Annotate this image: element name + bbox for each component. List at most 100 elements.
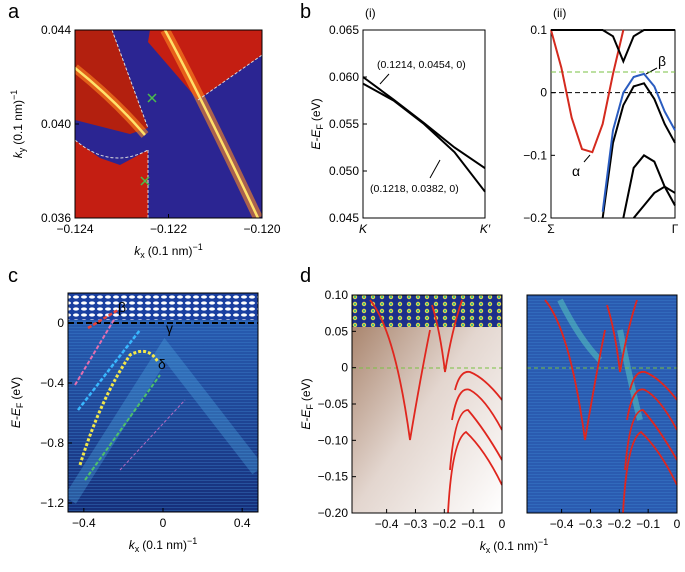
x-tick-label: 0.4 [234, 516, 251, 530]
band-line [551, 29, 675, 64]
annotation: α [572, 163, 580, 179]
axis-label-part: x [486, 545, 491, 555]
axis-label-part: k [480, 539, 487, 553]
axis-label-part: x [140, 250, 145, 260]
band-line [601, 82, 676, 219]
panel-letter: d [300, 265, 311, 287]
x-tick-label: −0.2 [432, 517, 456, 531]
axis-label-part: k [129, 538, 136, 552]
axis-label-part: k [11, 151, 25, 158]
x-tick-label: 0 [499, 517, 506, 531]
annotation: δ [158, 356, 166, 372]
axis-label: E-EF (eV) [309, 98, 325, 149]
x-tick-label: −0.124 [56, 222, 93, 236]
x-tick-label: 0 [160, 516, 167, 530]
x-tick-label: −0.1 [461, 517, 485, 531]
y-tick-label: −0.4 [40, 376, 64, 390]
axis-label-part: −1 [9, 90, 19, 100]
axis-label-part: F [15, 402, 25, 408]
x-category-label: Γ [672, 222, 679, 236]
y-tick-label: −0.15 [318, 470, 349, 484]
band-line [601, 72, 676, 212]
y-tick-label: 0 [57, 316, 64, 330]
y-tick-label: 0 [540, 86, 547, 100]
band-line [632, 185, 676, 219]
y-tick-label: 0.044 [41, 23, 71, 37]
y-tick-label: −0.10 [318, 433, 349, 447]
x-category-label: Σ [547, 222, 554, 236]
panel-letter: a [8, 1, 20, 23]
axis-label-part: F [315, 124, 325, 130]
axis-label-part: E-E [9, 407, 23, 428]
axis-label: kx (0.1 nm)−1 [480, 537, 548, 555]
axis-label: E-EF (eV) [9, 377, 25, 428]
axis-label: E-EF (eV) [299, 378, 315, 429]
axis-label-part: E-E [299, 409, 313, 430]
plot-frame [550, 29, 676, 219]
x-tick-label: −0.3 [579, 517, 603, 531]
heatmap-a [75, 30, 262, 218]
band-line [622, 154, 676, 219]
y-tick-label: 0.050 [329, 164, 359, 178]
axis-label-part: x [135, 544, 140, 554]
axis-label: kx (0.1 nm)−1 [134, 242, 202, 260]
band-line [362, 82, 486, 193]
axis-label-part: y [17, 147, 27, 152]
x-tick-label: −0.4 [72, 516, 96, 530]
axis-label-part: (eV) [9, 377, 23, 400]
axis-label-part: (0.1 nm) [493, 539, 538, 553]
y-tick-label: −0.8 [40, 436, 64, 450]
annotation-arrows [379, 67, 658, 179]
axis-label-part: k [134, 244, 141, 258]
y-tick-label: 0.065 [329, 23, 359, 37]
x-category-label: K′ [480, 222, 491, 236]
annotation: β [658, 53, 666, 69]
y-tick-label: −1.2 [40, 496, 64, 510]
x-tick-label: −0.2 [607, 517, 631, 531]
y-tick-label: 0.10 [325, 288, 349, 302]
axis-label-part: F [305, 404, 315, 410]
axis-label: ky (0.1 nm)−1 [9, 90, 27, 158]
y-tick-label: −0.05 [318, 397, 349, 411]
x-tick-label: −0.120 [243, 222, 280, 236]
annotation: (0.1218, 0.0382, 0) [370, 183, 459, 195]
axis-label: kx (0.1 nm)−1 [129, 536, 197, 554]
annotation: β [118, 299, 126, 315]
x-tick-label: −0.122 [150, 222, 187, 236]
y-tick-label: 0.040 [41, 117, 71, 131]
axis-label-part: E-E [309, 129, 323, 150]
annotation: γ [166, 320, 173, 336]
axis-label-part: −1 [192, 242, 202, 252]
panel-letter: c [8, 265, 18, 287]
plot-frame [526, 294, 678, 514]
axis-label-part: −1 [187, 536, 197, 546]
band-line [362, 76, 486, 170]
y-tick-label: −0.20 [318, 506, 349, 520]
heatmap-c [68, 293, 258, 512]
annotation: (0.1214, 0.0454, 0) [377, 59, 466, 71]
axis-label-part: −1 [538, 537, 548, 547]
y-tick-label: 0.05 [325, 324, 349, 338]
axis-label-part: (eV) [299, 378, 313, 401]
axis-label-part: (0.1 nm) [11, 100, 25, 145]
x-tick-label: −0.4 [375, 517, 399, 531]
axis-label-part: (0.1 nm) [148, 244, 193, 258]
x-tick-label: −0.4 [550, 517, 574, 531]
subpanel-label: (ii) [553, 6, 566, 20]
axis-label-part: (0.1 nm) [142, 538, 187, 552]
x-tick-label: −0.1 [636, 517, 660, 531]
y-tick-label: 0.036 [41, 211, 71, 225]
x-tick-label: 0 [674, 517, 681, 531]
axis-label-part: (eV) [309, 98, 323, 121]
x-category-label: K [359, 222, 368, 236]
x-tick-label: −0.3 [404, 517, 428, 531]
y-tick-label: 0 [341, 361, 348, 375]
y-tick-label: −0.2 [523, 211, 547, 225]
y-tick-label: 0.055 [329, 117, 359, 131]
y-tick-label: 0.1 [530, 23, 547, 37]
y-tick-label: −0.1 [523, 148, 547, 162]
heatmap-d-left [352, 295, 502, 513]
band-line [550, 29, 625, 154]
subpanel-label: (i) [365, 6, 376, 20]
